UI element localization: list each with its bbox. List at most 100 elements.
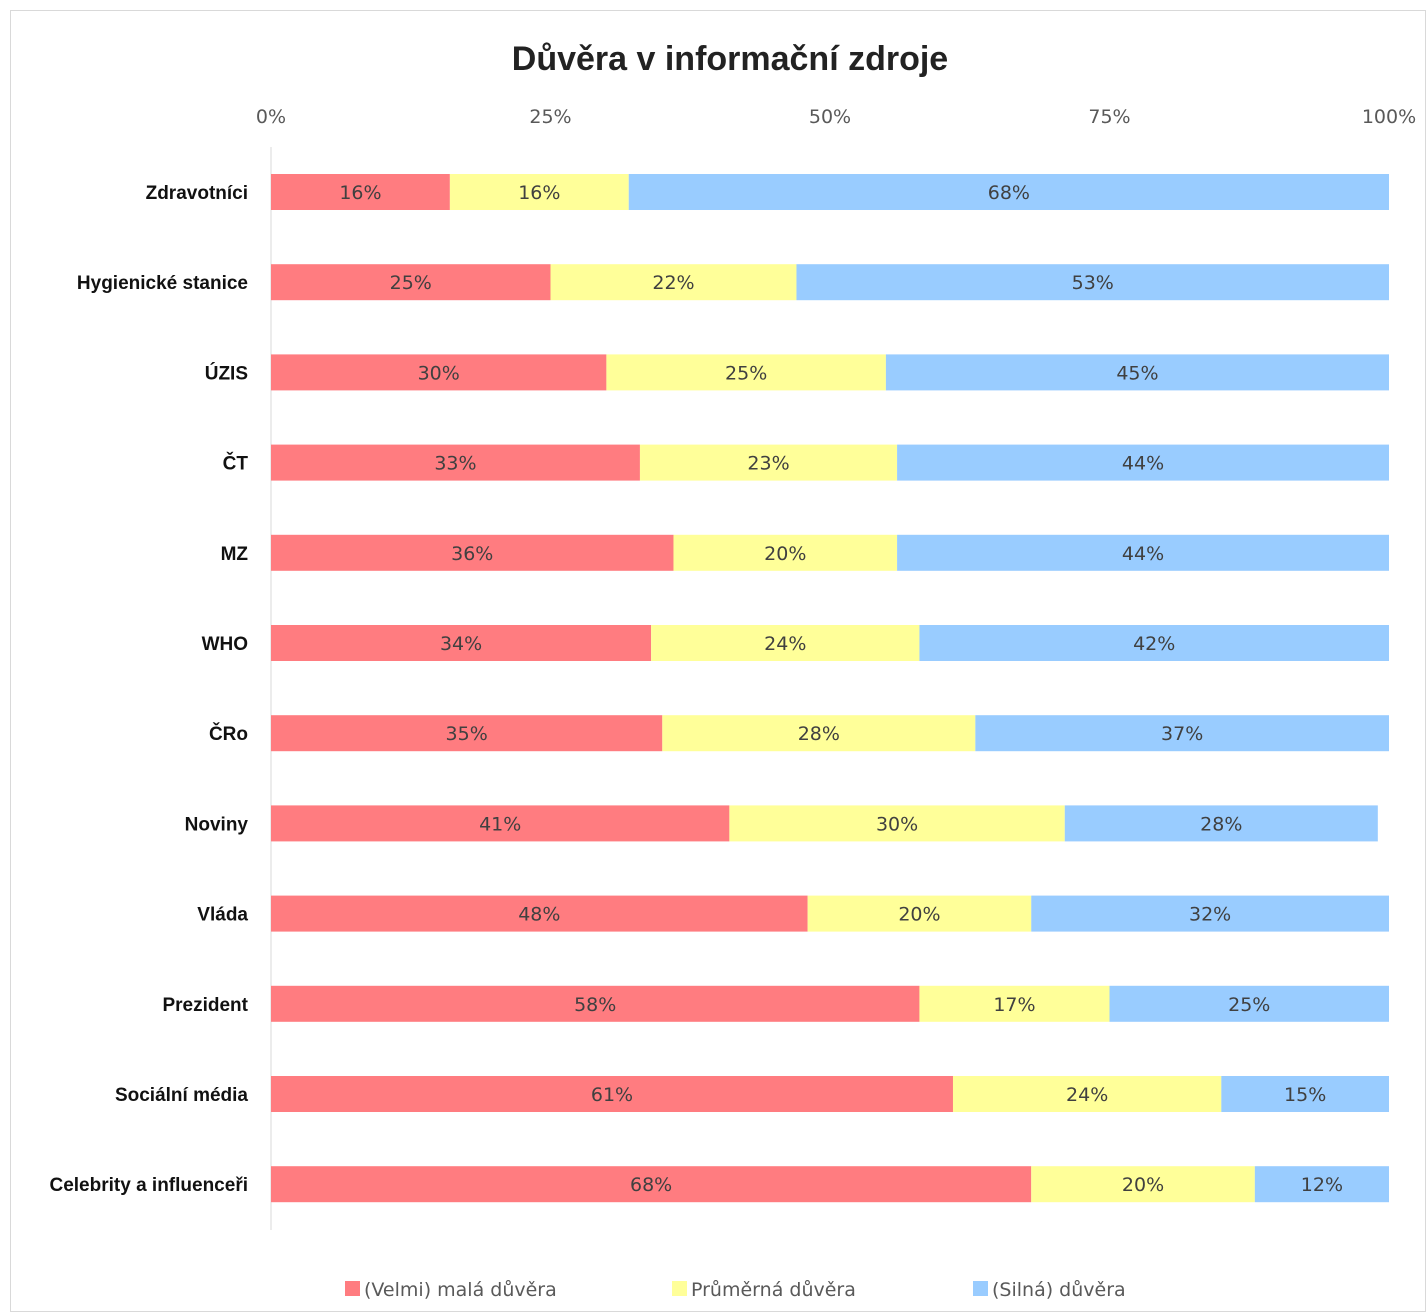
chart-title: Důvěra v informační zdroje (512, 40, 948, 78)
data-label: 53% (1072, 272, 1114, 294)
data-label: 42% (1133, 633, 1175, 655)
bar-segment (885, 354, 1389, 391)
bar-segment (550, 264, 797, 301)
legend-swatch (345, 1281, 360, 1296)
bar-segment (662, 715, 976, 752)
category-label: Vláda (197, 905, 248, 926)
bar-segment (897, 444, 1389, 481)
bar-segment (919, 625, 1389, 661)
data-label: 37% (1161, 723, 1203, 745)
x-tick-label: 50% (809, 106, 851, 128)
bar-segment (271, 805, 730, 842)
bar-segment (271, 1076, 953, 1112)
data-label: 30% (876, 813, 918, 835)
data-label: 61% (591, 1084, 633, 1106)
category-label: Prezident (162, 995, 248, 1016)
x-tick-label: 75% (1088, 106, 1130, 128)
data-label: 44% (1122, 453, 1164, 475)
bar-segment (1031, 895, 1389, 932)
legend-swatch (973, 1281, 988, 1296)
legend: (Velmi) malá důvěra Průměrná důvěra (Silná… (345, 1279, 1126, 1301)
data-label: 20% (1122, 1174, 1164, 1196)
bar-segment (271, 354, 607, 391)
legend-label: (Velmi) malá důvěra (364, 1279, 557, 1301)
category-axis-labels: Zdravotníci Hygienické stanice ÚZIS ČT MZ WHO… (49, 183, 248, 1196)
bar-segment (628, 174, 1389, 210)
data-label: 16% (518, 182, 560, 204)
bar-segment (952, 1076, 1222, 1112)
bar-segment (606, 354, 886, 391)
category-label: ČT (223, 453, 249, 475)
bar-segment (1254, 1166, 1389, 1203)
bar-segment (271, 1166, 1032, 1203)
bar-segment (271, 895, 808, 932)
data-label: 23% (747, 453, 789, 475)
category-label: Sociální média (115, 1085, 248, 1106)
data-label: 22% (652, 272, 694, 294)
data-label: 17% (993, 994, 1035, 1016)
category-label: WHO (202, 634, 248, 655)
data-label: 68% (630, 1174, 672, 1196)
legend-swatch (672, 1281, 687, 1296)
bar-segment (1221, 1076, 1389, 1112)
data-label: 24% (1066, 1084, 1108, 1106)
bar-segment (897, 534, 1389, 571)
bar-segment (271, 444, 640, 481)
data-label: 33% (434, 453, 476, 475)
bar-segment (975, 715, 1389, 752)
data-label: 28% (798, 723, 840, 745)
data-label: 41% (479, 813, 521, 835)
bar-segment (1064, 805, 1378, 842)
bar-segment (449, 174, 629, 210)
bar-segment (807, 895, 1032, 932)
data-label: 34% (440, 633, 482, 655)
bar-segment (1109, 985, 1389, 1022)
bar-segment (639, 444, 898, 481)
bar-segment (1031, 1166, 1255, 1203)
data-label: 16% (339, 182, 381, 204)
x-tick-label: 0% (256, 106, 286, 128)
bars: 16% 16% 68% 25% 22% 53% 30% 25% 45% 33% 23% 44% 36% 2… (271, 174, 1389, 1203)
data-label: 20% (898, 904, 940, 926)
data-label: 36% (451, 543, 493, 565)
data-label: 25% (1228, 994, 1270, 1016)
bar-segment (271, 715, 663, 752)
data-label: 25% (725, 362, 767, 384)
data-label: 24% (764, 633, 806, 655)
data-label: 12% (1301, 1174, 1343, 1196)
bar-segment (271, 985, 920, 1022)
category-label: ÚZIS (205, 362, 248, 384)
bar-segment (651, 625, 920, 661)
category-label: Noviny (185, 814, 249, 835)
category-label: MZ (221, 544, 249, 565)
bar-segment (271, 174, 450, 210)
data-label: 25% (390, 272, 432, 294)
bar-segment (729, 805, 1065, 842)
data-label: 68% (988, 182, 1030, 204)
x-tick-label: 25% (529, 106, 571, 128)
bar-segment (796, 264, 1389, 301)
data-label: 45% (1116, 362, 1158, 384)
bar-segment (271, 534, 674, 571)
category-label: Celebrity a influenceři (49, 1175, 248, 1196)
data-label: 30% (418, 362, 460, 384)
legend-label: Průměrná důvěra (691, 1279, 856, 1301)
category-label: Hygienické stanice (77, 273, 248, 294)
data-label: 28% (1200, 813, 1242, 835)
data-label: 35% (446, 723, 488, 745)
data-label: 44% (1122, 543, 1164, 565)
bar-segment (919, 985, 1110, 1022)
category-label: Zdravotníci (146, 183, 248, 204)
data-label: 20% (764, 543, 806, 565)
bar-segment (271, 625, 652, 661)
bar-segment (673, 534, 898, 571)
data-label: 15% (1284, 1084, 1326, 1106)
category-label: ČRo (209, 723, 248, 745)
legend-label: (Silná) důvěra (992, 1279, 1126, 1301)
value-axis: 0% 25% 50% 75% 100% (256, 106, 1416, 128)
bar-segment (271, 264, 551, 301)
data-label: 58% (574, 994, 616, 1016)
x-tick-label: 100% (1362, 106, 1416, 128)
data-label: 32% (1189, 904, 1231, 926)
